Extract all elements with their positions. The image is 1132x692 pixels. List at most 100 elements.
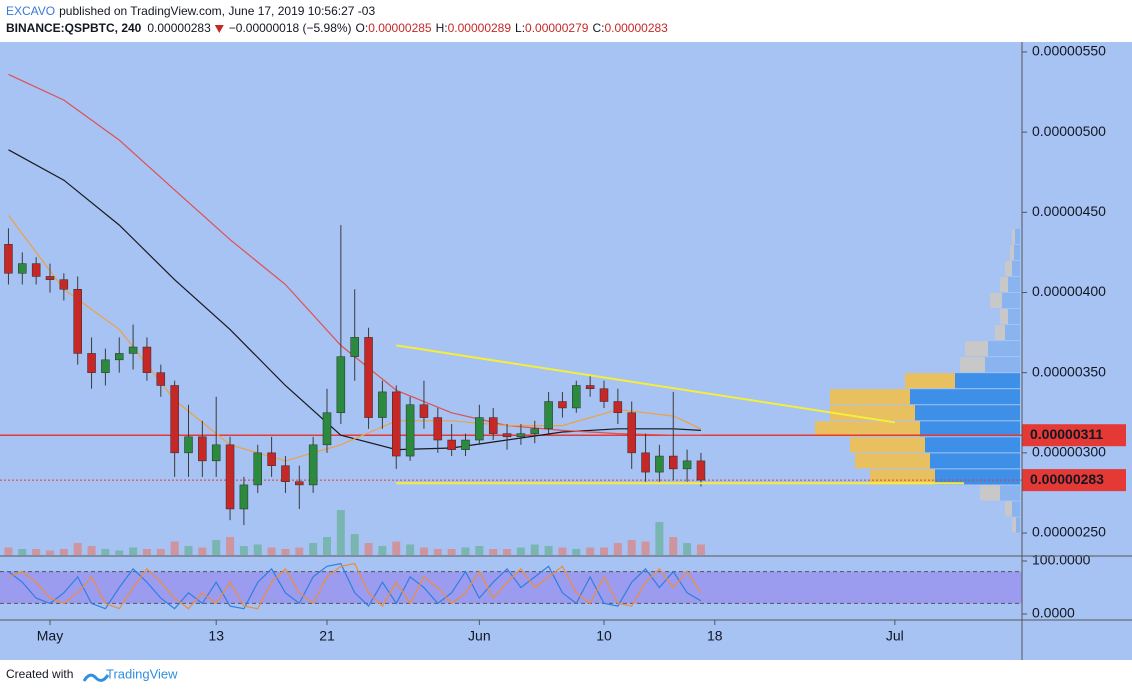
volume-bar (281, 549, 290, 555)
candle-body (156, 372, 166, 386)
profile-up (985, 357, 1020, 373)
volume-bar (530, 544, 539, 555)
candle-body (530, 428, 539, 434)
profile-up (1008, 276, 1020, 292)
profile-down (815, 421, 920, 437)
footer-text: Created with (6, 667, 73, 681)
profile-up (910, 389, 1020, 405)
y-tick-label: 0.00000450 (1032, 203, 1106, 219)
volume-bar (489, 549, 498, 555)
candle-body (322, 412, 332, 446)
price-pane (0, 73, 1022, 555)
volume-bar (101, 549, 110, 555)
candle-body (627, 412, 636, 454)
ohlc-label: O: (356, 21, 369, 35)
ohlc-label: H: (436, 21, 448, 35)
candle-body (655, 455, 664, 473)
profile-up (988, 341, 1020, 357)
candle-body (308, 444, 318, 486)
volume-bar (433, 549, 442, 555)
profile-up (1012, 501, 1020, 517)
profile-up (1000, 485, 1020, 501)
x-tick-label: Jun (468, 628, 491, 644)
volume-bar (226, 537, 235, 555)
candle-body (142, 346, 152, 373)
volume-bar (295, 547, 304, 555)
profile-up (925, 437, 1020, 453)
volume-bar (544, 546, 553, 555)
candle-body (225, 444, 235, 510)
profile-down (1000, 309, 1008, 325)
candle-body (433, 417, 443, 441)
ohlc-value: 0.00000279 (525, 21, 589, 35)
volume-bar (253, 544, 262, 555)
trendline (396, 344, 896, 424)
candle-body (267, 452, 276, 466)
y-tick-label: 0.00000550 (1032, 43, 1106, 59)
y-tick-label: 0.00000250 (1032, 524, 1106, 540)
candle-body (502, 433, 512, 438)
candle-body (585, 385, 595, 389)
candle-body (18, 263, 27, 274)
profile-up (1005, 325, 1020, 341)
volume-bar (364, 543, 373, 555)
price-label-box (1022, 469, 1126, 492)
candle-body (198, 436, 207, 462)
footer-brand: TradingView (106, 666, 178, 681)
volume-bar (669, 537, 678, 555)
candle-body (669, 455, 678, 470)
ohlc-value: 0.00000285 (368, 21, 432, 35)
profile-down (1000, 276, 1008, 292)
volume-bar (696, 544, 705, 555)
candle-body (45, 276, 55, 280)
x-tick-label: May (37, 628, 63, 644)
price-label-box (1022, 424, 1126, 447)
ohlc-label: C: (592, 21, 604, 35)
candle-body (59, 279, 69, 290)
profile-up (920, 421, 1020, 437)
candle-body (128, 346, 138, 354)
volume-bar (239, 546, 248, 555)
x-tick-label: 10 (596, 628, 612, 644)
profile-up (930, 453, 1020, 469)
profile-down (850, 437, 925, 453)
profile-up (935, 469, 1020, 485)
volume-bar (350, 534, 359, 555)
volume-bar (198, 547, 207, 555)
volume-bar (378, 546, 387, 555)
profile-up (1014, 244, 1020, 260)
candle-body (170, 385, 179, 454)
volume-bar (170, 541, 179, 555)
profile-down (1005, 501, 1012, 517)
profile-down (855, 453, 930, 469)
volume-bar (212, 540, 221, 555)
profile-down (1012, 228, 1015, 244)
stoch-line (8, 562, 702, 610)
volume-bar (46, 550, 54, 555)
candle-body (461, 439, 470, 450)
candle-body (336, 356, 346, 414)
ohlc-value: 0.00000283 (604, 21, 668, 35)
profile-down (990, 292, 1002, 309)
profile-down (905, 373, 955, 389)
candle-body (378, 391, 387, 418)
change: −0.00000018 (−5.98%) (229, 21, 352, 35)
candle-body (115, 353, 124, 361)
candle-body (572, 385, 581, 409)
author: EXCAVO (6, 4, 55, 18)
candle-body (87, 353, 96, 373)
candle-body (281, 465, 290, 482)
profile-down (960, 357, 985, 373)
symbol-line: BINANCE:QSPBTC, 240 0.00000283 −0.00000018… (6, 21, 668, 35)
volume-bar (156, 549, 165, 555)
moving-average (8, 149, 701, 451)
y-tick-label: 0.00000500 (1032, 123, 1106, 139)
candle-body (405, 404, 415, 457)
moving-average (8, 215, 702, 462)
volume-bar (419, 547, 428, 555)
volume-bar (115, 550, 124, 555)
profile-down (1012, 517, 1016, 533)
volume-bar (600, 547, 608, 555)
volume-bar (613, 543, 622, 555)
